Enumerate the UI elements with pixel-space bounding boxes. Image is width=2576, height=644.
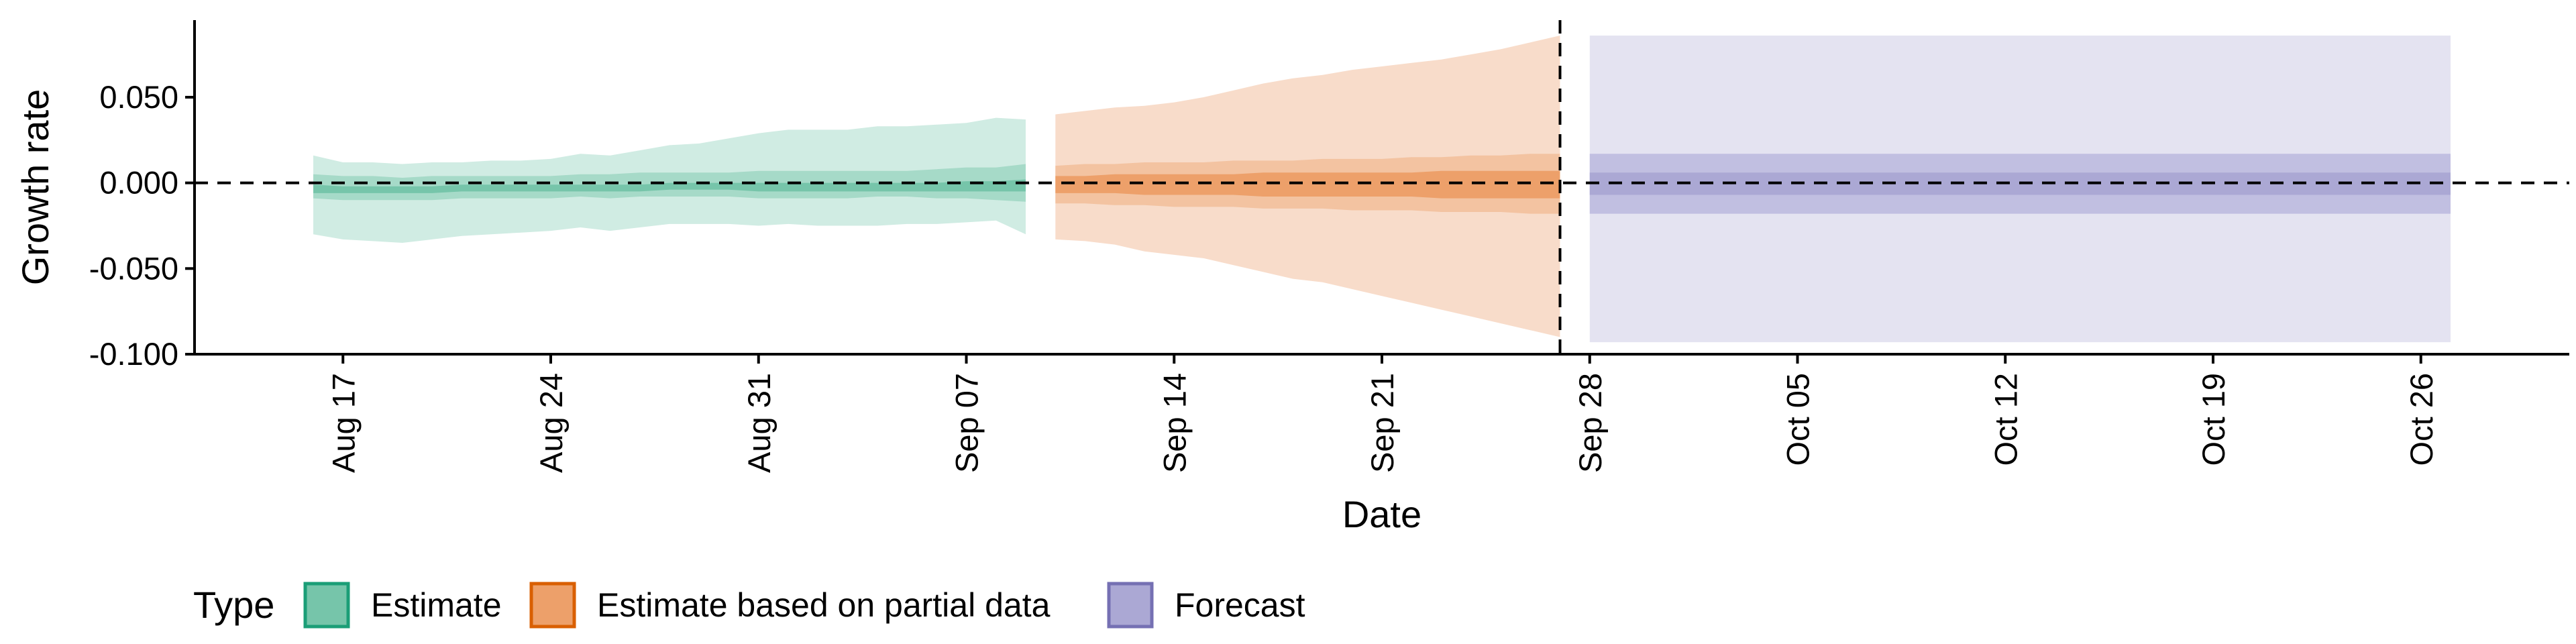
x-tick-label: Sep 14 — [1157, 373, 1192, 473]
axes: 0.050 0.000 -0.050 -0.100 Aug 17 Aug 24 Aug 31… — [14, 20, 2569, 535]
y-tick-label: 0.050 — [99, 79, 178, 115]
estimate-inner-band — [313, 179, 1026, 193]
legend-title: Type — [193, 584, 274, 626]
y-tick-label: 0.000 — [99, 165, 178, 201]
x-tick-label: Sep 21 — [1364, 373, 1400, 473]
legend: Type Estimate Estimate based on partial da… — [193, 582, 1305, 629]
x-tick-label: Sep 28 — [1572, 373, 1608, 473]
legend-swatch — [529, 582, 576, 629]
x-axis-title: Date — [1342, 493, 1421, 535]
y-tick-label: -0.050 — [89, 250, 178, 286]
x-tick-label: Sep 07 — [949, 373, 985, 473]
x-tick-label: Aug 31 — [741, 373, 777, 473]
x-tick-label: Oct 12 — [1988, 373, 2023, 466]
x-tick-label: Oct 26 — [2404, 373, 2439, 466]
x-tick-label: Aug 17 — [325, 373, 361, 473]
reference-lines — [195, 20, 2569, 354]
legend-swatch — [303, 582, 350, 629]
legend-item-forecast: Forecast — [1107, 582, 1305, 629]
legend-item-estimate-based-on-partial-data: Estimate based on partial data — [529, 582, 1051, 629]
estimate-based-on-partial-data-inner-band — [1055, 170, 1560, 199]
legend-label: Estimate — [371, 586, 502, 624]
x-tick-label: Oct 19 — [2196, 373, 2231, 466]
y-tick-label: -0.100 — [89, 336, 178, 372]
legend-swatch — [1107, 582, 1154, 629]
x-tick-label: Aug 24 — [533, 373, 569, 473]
legend-label: Estimate based on partial data — [597, 586, 1051, 624]
legend-label: Forecast — [1175, 586, 1305, 624]
ribbon-layer — [313, 36, 2451, 343]
x-tick-label: Oct 05 — [1780, 373, 1816, 466]
y-axis-title: Growth rate — [14, 89, 56, 286]
legend-item-estimate: Estimate — [303, 582, 502, 629]
